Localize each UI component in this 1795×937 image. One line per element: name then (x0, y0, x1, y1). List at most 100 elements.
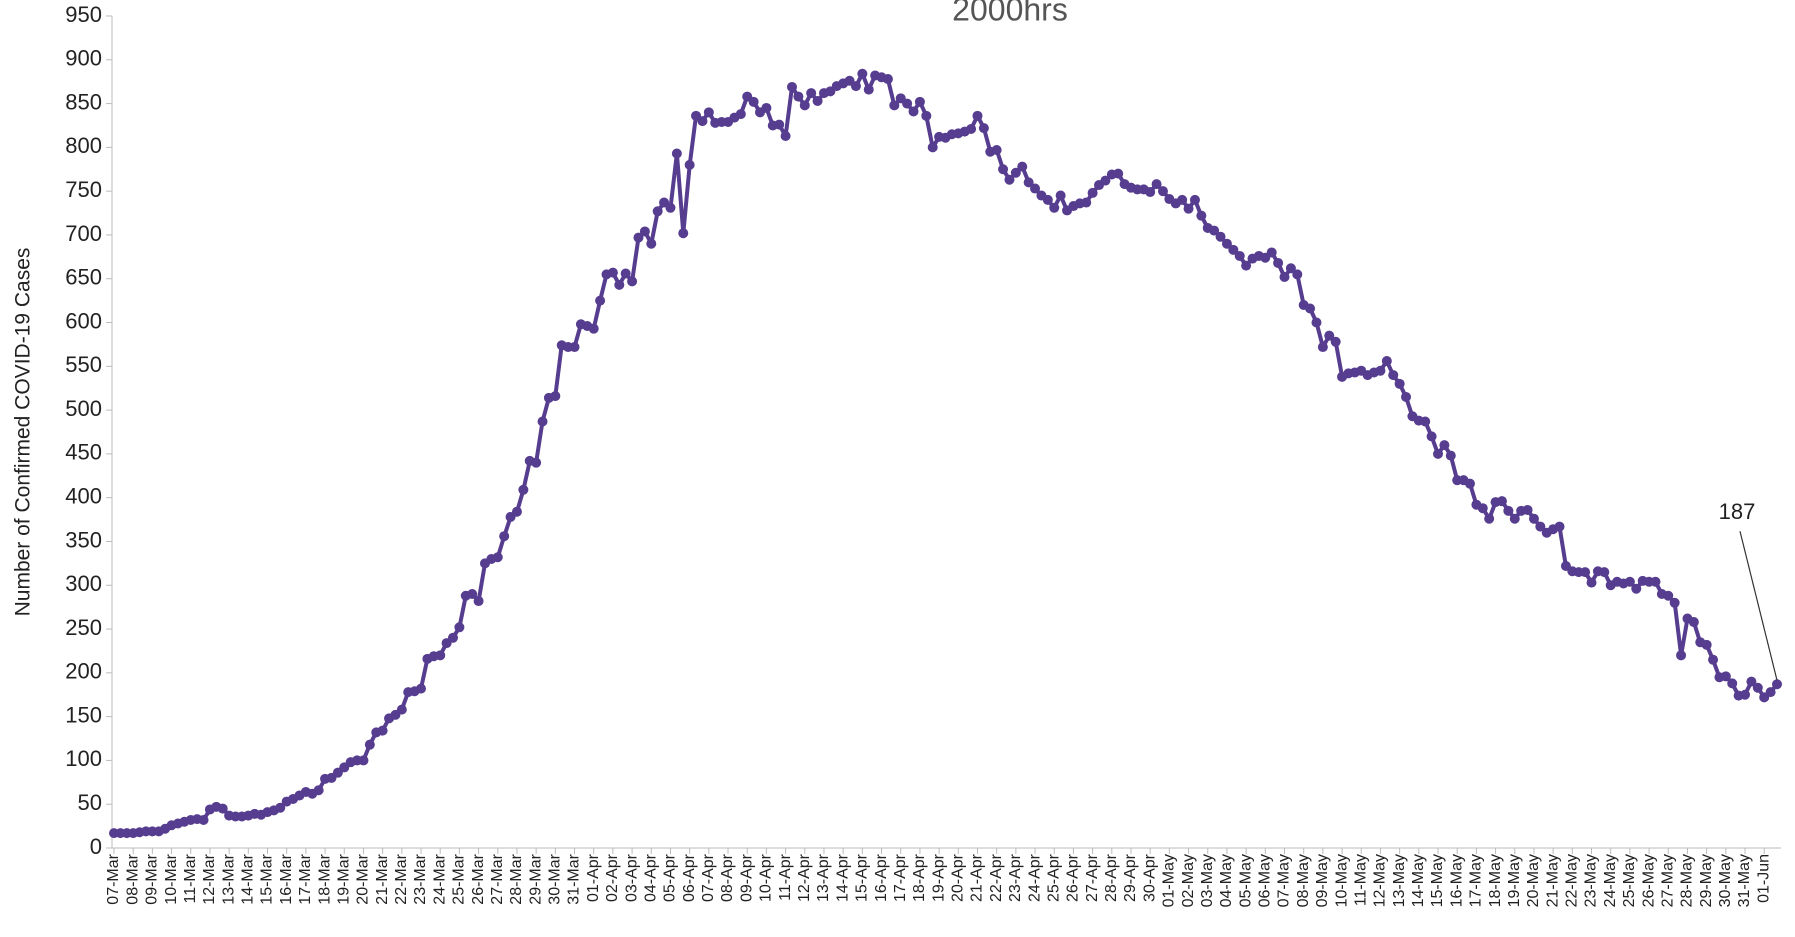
x-tick-label: 20-Mar (355, 853, 372, 904)
data-point (447, 632, 458, 643)
data-point (1087, 187, 1098, 198)
x-tick-label: 30-May (1717, 854, 1734, 907)
x-tick-label: 13-Mar (220, 853, 237, 904)
data-point (761, 102, 772, 113)
data-point (921, 110, 932, 121)
data-point (966, 123, 977, 134)
x-tick-label: 09-May (1314, 854, 1331, 907)
data-point (1177, 194, 1188, 205)
data-point (1100, 175, 1111, 186)
x-tick-label: 23-Apr (1007, 853, 1024, 902)
data-point (1394, 378, 1405, 389)
x-tick-label: 04-Apr (642, 853, 659, 902)
data-point (569, 342, 580, 353)
y-tick-label: 550 (65, 352, 102, 377)
x-tick-label: 01-Apr (585, 853, 602, 902)
x-tick-label: 05-Apr (662, 853, 679, 902)
data-point (857, 68, 868, 79)
data-point (799, 100, 810, 111)
data-point (665, 202, 676, 213)
data-point (1273, 257, 1284, 268)
data-point (518, 484, 529, 495)
data-point (863, 84, 874, 95)
data-point (1496, 496, 1507, 507)
x-tick-label: 22-Apr (988, 853, 1005, 902)
data-point (1317, 342, 1328, 353)
x-tick-label: 19-May (1506, 854, 1523, 907)
data-point (978, 123, 989, 134)
data-point (1228, 244, 1239, 255)
x-tick-label: 03-May (1199, 854, 1216, 907)
x-tick-label: 21-Apr (969, 853, 986, 902)
data-point (1049, 202, 1060, 213)
data-point (531, 457, 542, 468)
data-point (1464, 478, 1475, 489)
x-tick-label: 03-Apr (623, 853, 640, 902)
data-point (620, 268, 631, 279)
x-tick-label: 09-Mar (144, 853, 161, 904)
x-tick-label: 12-Mar (201, 853, 218, 904)
data-point (1426, 431, 1437, 442)
data-point (1279, 271, 1290, 282)
data-point (1688, 617, 1699, 628)
y-tick-label: 150 (65, 702, 102, 727)
data-point (217, 803, 228, 814)
x-tick-label: 17-Mar (297, 853, 314, 904)
x-tick-label: 21-May (1544, 854, 1561, 907)
y-tick-label: 700 (65, 221, 102, 246)
data-point (1484, 513, 1495, 524)
data-point (1740, 689, 1751, 700)
x-tick-label: 28-Mar (508, 853, 525, 904)
x-tick-label: 08-Apr (719, 853, 736, 902)
data-point (902, 98, 913, 109)
x-tick-label: 23-Mar (412, 853, 429, 904)
x-tick-label: 27-Apr (1084, 853, 1101, 902)
data-point (607, 267, 618, 278)
data-point (1522, 504, 1533, 515)
data-point (499, 531, 510, 542)
y-tick-label: 200 (65, 659, 102, 684)
data-point (972, 110, 983, 121)
data-point (1624, 576, 1635, 587)
data-point (1004, 174, 1015, 185)
data-point (1209, 225, 1220, 236)
x-tick-label: 27-Mar (489, 853, 506, 904)
x-tick-label: 01-Jun (1755, 854, 1772, 903)
x-tick-label: 07-May (1276, 854, 1293, 907)
x-tick-label: 25-Mar (451, 853, 468, 904)
data-point (1145, 187, 1156, 198)
y-tick-label: 400 (65, 483, 102, 508)
x-tick-label: 02-May (1180, 854, 1197, 907)
data-point (511, 506, 522, 517)
data-point (1311, 317, 1322, 328)
x-tick-label: 14-Apr (834, 853, 851, 902)
data-point (1631, 583, 1642, 594)
y-tick-label: 350 (65, 527, 102, 552)
x-tick-label: 07-Mar (105, 853, 122, 904)
data-point (639, 226, 650, 237)
data-point (1234, 250, 1245, 261)
y-tick-label: 950 (65, 2, 102, 27)
data-point (735, 109, 746, 120)
x-tick-label: 30-Apr (1141, 853, 1158, 902)
x-tick-label: 14-Mar (240, 853, 257, 904)
x-tick-label: 24-May (1602, 854, 1619, 907)
data-point (671, 148, 682, 159)
x-tick-label: 10-Apr (758, 853, 775, 902)
data-point (1330, 336, 1341, 347)
data-point (1157, 186, 1168, 197)
data-point (1010, 167, 1021, 178)
data-point (1439, 440, 1450, 451)
x-tick-label: 17-May (1468, 854, 1485, 907)
data-point (927, 142, 938, 153)
data-point (473, 596, 484, 607)
x-tick-label: 26-Mar (470, 853, 487, 904)
data-point (1420, 416, 1431, 427)
data-point (1554, 521, 1565, 532)
x-tick-label: 18-Apr (911, 853, 928, 902)
x-tick-label: 13-Apr (815, 853, 832, 902)
x-tick-label: 29-May (1698, 854, 1715, 907)
data-point (998, 164, 1009, 175)
x-tick-label: 10-Mar (163, 853, 180, 904)
